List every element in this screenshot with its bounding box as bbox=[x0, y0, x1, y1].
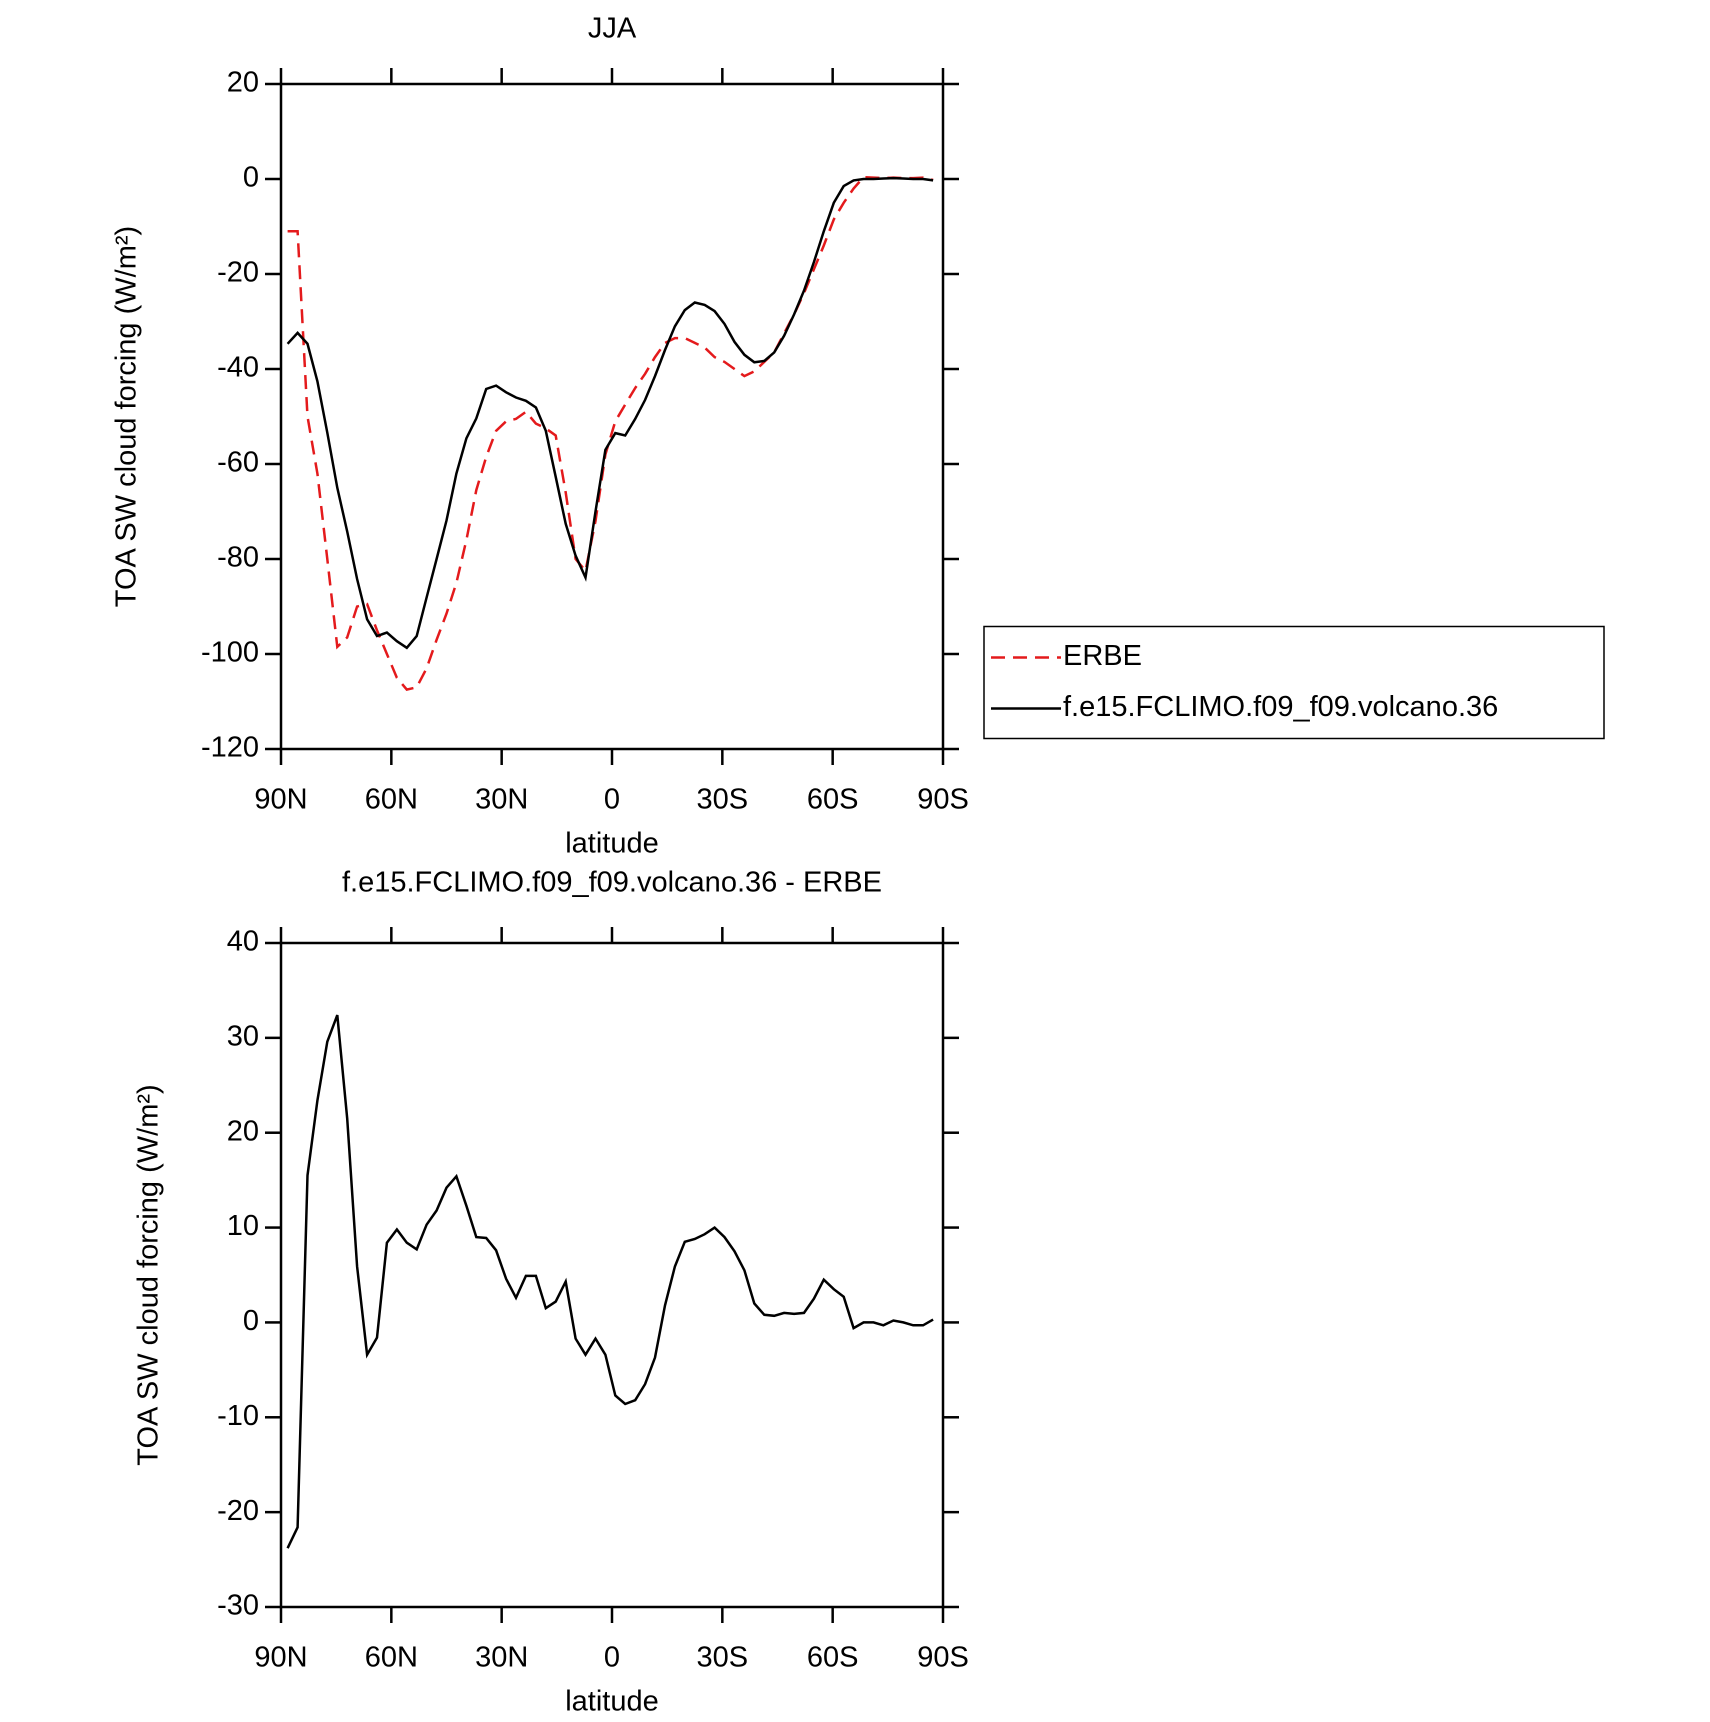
x-tick-label: 0 bbox=[604, 1642, 620, 1674]
x-tick-label: 60S bbox=[807, 784, 859, 816]
chart-title: JJA bbox=[588, 13, 637, 45]
legend-label: f.e15.FCLIMO.f09_f09.volcano.36 bbox=[1063, 691, 1498, 723]
y-tick-label: 0 bbox=[243, 1305, 259, 1337]
y-tick-label: -30 bbox=[217, 1590, 259, 1622]
legend-label: ERBE bbox=[1063, 640, 1142, 672]
x-tick-label: 60N bbox=[365, 784, 418, 816]
data-line bbox=[286, 176, 934, 650]
legend-box bbox=[983, 625, 1605, 740]
y-tick-label: -100 bbox=[201, 637, 259, 669]
y-tick-label: 40 bbox=[227, 926, 259, 958]
x-tick-label: 60N bbox=[365, 1642, 418, 1674]
x-tick-label: 30S bbox=[697, 1642, 749, 1674]
y-tick-label: 20 bbox=[227, 67, 259, 99]
x-tick-label: 90S bbox=[917, 784, 969, 816]
x-tick-label: 60S bbox=[807, 1642, 859, 1674]
y-tick-label: 0 bbox=[243, 162, 259, 194]
plot-frame bbox=[279, 82, 945, 751]
x-tick-label: 0 bbox=[604, 784, 620, 816]
x-tick-label: 30S bbox=[697, 784, 749, 816]
y-tick-label: -20 bbox=[217, 1495, 259, 1527]
data-line bbox=[287, 175, 934, 691]
y-tick-label: 20 bbox=[227, 1115, 259, 1147]
x-tick-label: 30N bbox=[475, 1642, 528, 1674]
y-tick-label: -40 bbox=[217, 352, 259, 384]
x-tick-label: 90N bbox=[254, 1642, 307, 1674]
y-tick-label: -60 bbox=[217, 447, 259, 479]
y-tick-label: -120 bbox=[201, 732, 259, 764]
plot-frame bbox=[279, 941, 945, 1609]
y-tick-label: -10 bbox=[217, 1400, 259, 1432]
y-tick-label: -20 bbox=[217, 257, 259, 289]
x-axis-label: latitude bbox=[565, 1686, 659, 1717]
y-tick-label: 10 bbox=[227, 1210, 259, 1242]
x-tick-label: 90N bbox=[254, 784, 307, 816]
y-axis-label: TOA SW cloud forcing (W/m²) bbox=[133, 1084, 165, 1465]
y-axis-label: TOA SW cloud forcing (W/m²) bbox=[111, 226, 143, 607]
data-line bbox=[286, 1014, 934, 1549]
x-tick-label: 90S bbox=[917, 1642, 969, 1674]
y-tick-label: -80 bbox=[217, 542, 259, 574]
chart-title: f.e15.FCLIMO.f09_f09.volcano.36 - ERBE bbox=[342, 867, 882, 899]
x-tick-label: 30N bbox=[475, 784, 528, 816]
x-axis-label: latitude bbox=[565, 828, 659, 860]
y-tick-label: 30 bbox=[227, 1021, 259, 1053]
